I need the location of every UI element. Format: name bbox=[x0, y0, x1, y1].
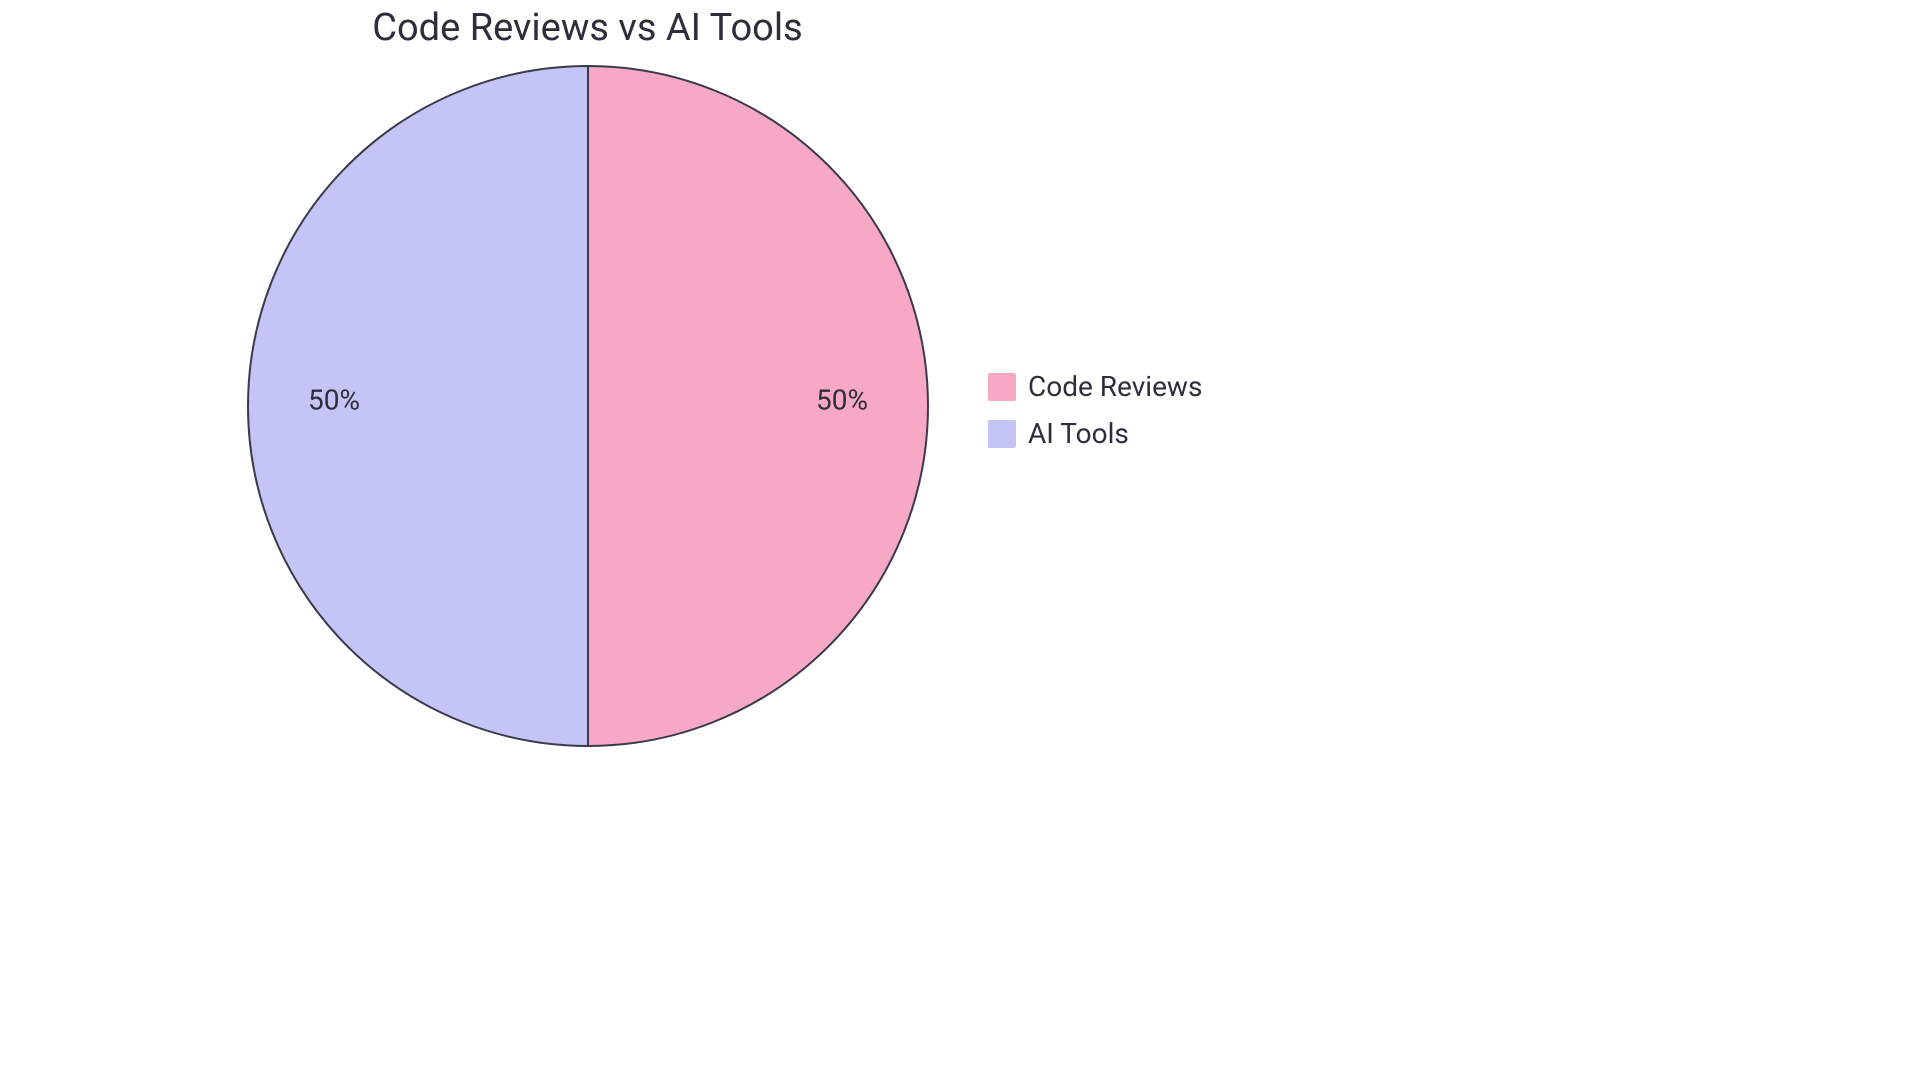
pie-slice-1 bbox=[248, 66, 588, 746]
chart-stage: Code Reviews vs AI Tools 50% 50% Code Rev… bbox=[0, 0, 1455, 816]
slice-label-1: 50% bbox=[308, 384, 360, 417]
chart-title: Code Reviews vs AI Tools bbox=[0, 6, 1175, 50]
legend-swatch-1 bbox=[988, 420, 1016, 448]
legend-item-1: AI Tools bbox=[988, 417, 1202, 450]
slice-label-0: 50% bbox=[816, 384, 868, 417]
pie-slice-0 bbox=[588, 66, 928, 746]
legend-swatch-0 bbox=[988, 373, 1016, 401]
legend-item-0: Code Reviews bbox=[988, 370, 1202, 403]
legend-label-0: Code Reviews bbox=[1028, 370, 1202, 403]
legend-label-1: AI Tools bbox=[1028, 417, 1129, 450]
legend: Code Reviews AI Tools bbox=[988, 370, 1202, 450]
